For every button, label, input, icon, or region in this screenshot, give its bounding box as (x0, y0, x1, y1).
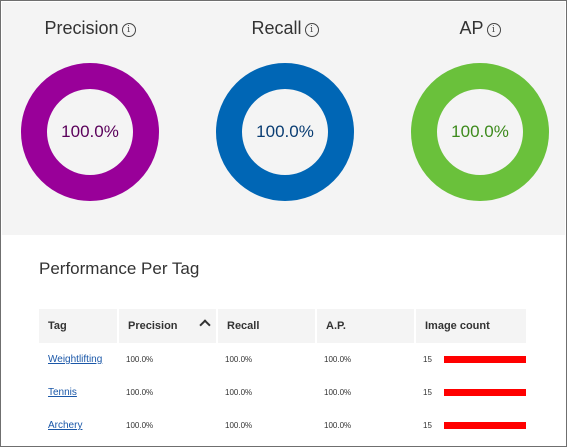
tag-cell: Tennis (39, 376, 117, 409)
column-header-precision[interactable]: Precision (117, 309, 216, 343)
recall-title: Recall (251, 17, 302, 38)
table-header: Tag Precision Recall A.P. Image count (39, 309, 526, 343)
recall-cell: 100.0% (225, 355, 253, 364)
ap-donut-arc (411, 63, 549, 201)
image-count-bar-fill (444, 389, 526, 396)
sort-ascending-icon (199, 319, 211, 331)
ap-value: 100.0% (451, 122, 509, 141)
info-icon[interactable]: i (486, 22, 501, 37)
performance-table: Tag Precision Recall A.P. Image count We… (39, 309, 526, 442)
ap-donut: 100.0% (410, 62, 550, 202)
recall-cell: 100.0% (225, 388, 253, 397)
column-header-recall[interactable]: Recall (216, 309, 315, 343)
recall-cell: 100.0% (225, 421, 253, 430)
image-count-bar (444, 356, 526, 363)
column-header-tag[interactable]: Tag (48, 320, 67, 332)
ap-title: AP (459, 17, 484, 38)
ap-metric-header: AP i (410, 16, 550, 40)
precision-metric-header: Precision i (20, 16, 160, 40)
precision-title: Precision (44, 17, 119, 38)
recall-donut-arc (216, 63, 354, 201)
tag-cell: Weightlifting (39, 343, 117, 376)
tag-link[interactable]: Tennis (48, 387, 77, 398)
precision-value: 100.0% (61, 122, 119, 141)
ap-cell: 100.0% (324, 355, 352, 364)
image-count-bar-fill (444, 356, 526, 363)
tag-link[interactable]: Weightlifting (48, 354, 103, 365)
table-row: Tennis 100.0% 100.0% 100.0% 15 (39, 376, 526, 409)
table-row: Weightlifting 100.0% 100.0% 100.0% 15 (39, 343, 526, 376)
column-header-image-count[interactable]: Image count (414, 309, 526, 343)
performance-per-tag-title: Performance Per Tag (39, 259, 200, 278)
precision-cell: 100.0% (126, 388, 154, 397)
recall-metric-header: Recall i (215, 16, 355, 40)
tag-link[interactable]: Archery (48, 420, 83, 431)
recall-value: 100.0% (256, 122, 314, 141)
precision-donut-arc (21, 63, 159, 201)
image-count-bar (444, 422, 526, 429)
table-row: Archery 100.0% 100.0% 100.0% 15 (39, 409, 526, 442)
precision-donut: 100.0% (20, 62, 160, 202)
precision-cell: 100.0% (126, 421, 154, 430)
column-header-ap[interactable]: A.P. (315, 309, 414, 343)
image-count-value: 15 (423, 355, 432, 364)
ap-cell: 100.0% (324, 421, 352, 430)
column-header-precision-label: Precision (128, 320, 178, 332)
info-icon[interactable]: i (304, 22, 319, 37)
image-count-bar-fill (444, 422, 526, 429)
precision-cell: 100.0% (126, 355, 154, 364)
image-count-value: 15 (423, 421, 432, 430)
image-count-bar (444, 389, 526, 396)
image-count-value: 15 (423, 388, 432, 397)
recall-donut: 100.0% (215, 62, 355, 202)
tag-cell: Archery (39, 409, 117, 442)
ap-cell: 100.0% (324, 388, 352, 397)
metrics-panel: Precision i 100.0% Recall i 100.0% (2, 2, 565, 235)
info-icon[interactable]: i (121, 22, 136, 37)
